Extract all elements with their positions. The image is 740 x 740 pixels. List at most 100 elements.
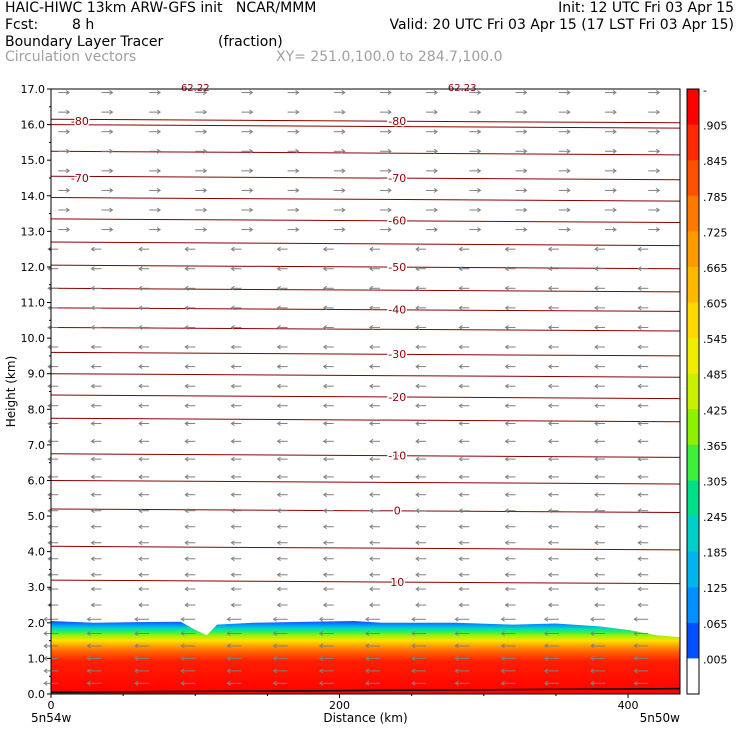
wind-vector-head bbox=[415, 266, 420, 272]
wind-vector-head bbox=[637, 572, 642, 578]
wind-vector-head bbox=[369, 305, 374, 311]
isotherm-label-left: -80 bbox=[71, 115, 89, 128]
wind-vector-head bbox=[86, 680, 91, 686]
wind-vector-head bbox=[341, 129, 346, 135]
wind-vector-head bbox=[341, 168, 346, 174]
wind-vector-head bbox=[90, 421, 95, 426]
wind-vector-head bbox=[594, 556, 599, 562]
wind-vector-head bbox=[612, 90, 617, 95]
wind-vector-head bbox=[477, 207, 482, 213]
wind-vector-head bbox=[184, 508, 189, 514]
wind-vector-head bbox=[276, 438, 281, 444]
wind-vector-head bbox=[637, 508, 642, 514]
wind-vector-head bbox=[458, 456, 463, 462]
wind-vector-head bbox=[90, 556, 95, 562]
wind-vector-head bbox=[322, 266, 328, 272]
wind-vector-head bbox=[637, 540, 642, 546]
wind-vector-head bbox=[272, 616, 277, 622]
isotherm-label: -60 bbox=[388, 215, 406, 228]
wind-vector-head bbox=[90, 492, 95, 498]
x-endpoint-right: 5n50w bbox=[640, 711, 681, 725]
wind-vector-head bbox=[230, 344, 235, 350]
wind-vector-head bbox=[594, 474, 599, 480]
wind-vector-head bbox=[109, 188, 114, 193]
wind-vector-head bbox=[612, 168, 617, 174]
wind-vector-head bbox=[47, 602, 52, 608]
wind-vector-head bbox=[272, 680, 277, 686]
wind-vector-head bbox=[458, 438, 463, 444]
axes: 0.0 1.0 2.0 3.0 4.0 5.0 6.0 7.0 8.0 9.0 10.0 11.0 12… bbox=[4, 83, 680, 725]
wind-vector-head bbox=[134, 643, 139, 649]
wind-vector-head bbox=[47, 403, 52, 409]
wind-vector-head bbox=[637, 492, 642, 498]
wind-vector-head bbox=[230, 524, 235, 530]
colorbar-label: .245 bbox=[703, 511, 728, 524]
wind-vector-head bbox=[138, 572, 143, 578]
wind-vector-head bbox=[415, 325, 420, 330]
colorbar-label: .425 bbox=[703, 404, 728, 417]
wind-vector-head bbox=[547, 524, 553, 530]
wind-vector-head bbox=[184, 364, 189, 370]
wind-vector-head bbox=[65, 227, 71, 232]
wind-vector-head bbox=[276, 364, 281, 370]
colorbar-swatch bbox=[687, 658, 699, 695]
colorbar-label: .785 bbox=[703, 191, 728, 204]
wind-vector-head bbox=[369, 246, 374, 252]
wind-vector-head bbox=[184, 438, 189, 444]
wind-vector-head bbox=[415, 572, 420, 578]
wind-vector-head bbox=[594, 524, 599, 530]
x-axis-label: Distance (km) bbox=[323, 711, 407, 725]
wind-vector-head bbox=[322, 364, 328, 370]
isotherm-line bbox=[50, 241, 681, 247]
isotherm-line bbox=[50, 307, 681, 312]
wind-vector-head bbox=[594, 456, 599, 462]
wind-vector-head bbox=[365, 643, 370, 649]
wind-vector-head bbox=[612, 207, 617, 213]
wind-vector-head bbox=[500, 631, 505, 636]
wind-vector-head bbox=[547, 383, 553, 389]
wind-vector-head bbox=[590, 616, 595, 622]
colorbar-swatch bbox=[687, 302, 699, 339]
y-tick-label: 11.0 bbox=[21, 297, 46, 310]
wind-vector-head bbox=[138, 383, 143, 389]
wind-vector-head bbox=[184, 492, 189, 498]
wind-vector-head bbox=[500, 643, 505, 649]
x-tick-label: 200 bbox=[329, 699, 350, 712]
wind-vector-head bbox=[504, 305, 509, 311]
colorbar-label: .305 bbox=[703, 475, 728, 488]
isotherm-line bbox=[50, 479, 681, 485]
wind-vector-head bbox=[454, 655, 459, 661]
wind-vector-head bbox=[47, 540, 52, 546]
wind-vector-head bbox=[415, 456, 420, 462]
vector-title: Circulation vectors bbox=[5, 49, 137, 65]
wind-vector-head bbox=[637, 344, 642, 350]
wind-vector-head bbox=[458, 285, 463, 291]
wind-vector-head bbox=[322, 421, 328, 426]
wind-vector-head bbox=[504, 556, 509, 562]
wind-vector-head bbox=[156, 148, 162, 154]
wind-vector-head bbox=[547, 344, 553, 350]
wind-vector-head bbox=[504, 421, 509, 426]
wind-vector-head bbox=[322, 602, 328, 608]
wind-vector-head bbox=[655, 90, 661, 95]
wind-vector-head bbox=[594, 383, 599, 389]
wind-vector-head bbox=[276, 421, 281, 426]
y-tick-label: 14.0 bbox=[21, 190, 46, 203]
wind-vector-head bbox=[90, 474, 95, 480]
colorbar-label: .665 bbox=[703, 262, 728, 275]
isotherm-line bbox=[50, 118, 681, 124]
wind-vector-head bbox=[594, 540, 599, 546]
wind-vector-head bbox=[655, 129, 661, 135]
wind-vector-head bbox=[415, 492, 420, 498]
wind-vector-head bbox=[594, 305, 599, 311]
wind-vector-head bbox=[138, 266, 143, 272]
wind-vector-head bbox=[458, 586, 463, 592]
wind-vector-head bbox=[109, 207, 114, 213]
isotherm-line bbox=[50, 264, 681, 270]
wind-vector-head bbox=[276, 540, 281, 546]
y-tick-label: 16.0 bbox=[21, 119, 46, 132]
colorbar-swatch bbox=[687, 338, 699, 375]
wind-vector-head bbox=[230, 285, 235, 291]
y-tick-label: 3.0 bbox=[28, 581, 46, 594]
